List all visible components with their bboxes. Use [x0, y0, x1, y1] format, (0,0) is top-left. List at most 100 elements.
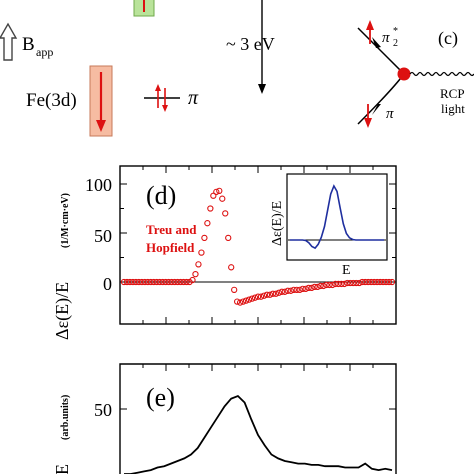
- data-point: [326, 281, 333, 289]
- data-point: [332, 280, 339, 288]
- data-point: [222, 210, 229, 217]
- data-point: [320, 282, 327, 290]
- data-point: [159, 278, 166, 286]
- pi-label: π: [188, 87, 199, 109]
- data-point: [260, 292, 268, 299]
- schematic-panel-c: B app Fe(3d) π ~ 3 eV π * 2 π RCP: [0, 0, 474, 137]
- data-point: [388, 278, 396, 286]
- legend-line-2: Hopfield: [146, 240, 195, 255]
- b-app-arrow-icon: [0, 22, 18, 61]
- pi-down-arrowhead-icon: [162, 105, 168, 112]
- pi-up-arrowhead-icon: [155, 84, 161, 91]
- energy-arrowhead-icon: [258, 84, 266, 94]
- data-point: [350, 279, 357, 287]
- data-point: [266, 291, 274, 298]
- fermion-arrow-bottom-icon: [372, 104, 381, 115]
- pi-down2-arrowhead-icon: [364, 118, 372, 128]
- data-point: [239, 298, 247, 305]
- data-point: [150, 278, 157, 286]
- panel-d-ylabel: Δε(E)/E: [52, 282, 73, 340]
- data-point: [338, 280, 345, 288]
- data-point: [245, 296, 253, 303]
- data-point: [341, 280, 348, 288]
- data-point: [183, 278, 190, 286]
- rcp-label: RCP: [440, 86, 465, 101]
- data-point: [257, 293, 265, 300]
- data-point: [231, 286, 238, 293]
- b-app-subscript: app: [36, 45, 53, 59]
- data-point: [382, 278, 390, 286]
- data-point: [135, 278, 143, 286]
- data-point: [287, 287, 294, 294]
- panel-c-label: (c): [438, 28, 458, 49]
- data-point: [311, 283, 318, 291]
- data-point: [323, 281, 330, 289]
- data-point: [385, 278, 393, 286]
- data-point: [165, 278, 172, 286]
- data-point: [219, 195, 226, 202]
- inset-xlabel: E: [342, 263, 351, 278]
- data-point: [242, 297, 250, 304]
- data-point: [272, 290, 280, 297]
- data-point: [248, 295, 256, 302]
- data-point: [141, 278, 148, 286]
- data-point: [344, 279, 351, 287]
- data-point: [356, 279, 363, 287]
- data-point: [251, 294, 259, 301]
- data-point: [254, 293, 262, 300]
- panel-d-ticks: [120, 166, 396, 324]
- data-point: [370, 278, 378, 286]
- data-point: [281, 288, 288, 295]
- data-point: [192, 271, 199, 278]
- data-point: [123, 278, 131, 286]
- data-point: [162, 278, 169, 286]
- data-point: [317, 282, 324, 290]
- data-point: [156, 278, 163, 286]
- panel-d-ytick-0: 0: [103, 274, 112, 294]
- data-point: [335, 280, 342, 288]
- fe3d-arrowhead-icon: [96, 120, 106, 132]
- panel-e-label: (e): [146, 383, 175, 412]
- light-label: light: [441, 101, 465, 116]
- photon-wavy-line: [409, 71, 474, 77]
- inset-curve: [290, 184, 384, 250]
- data-point: [126, 278, 134, 286]
- data-point: [177, 278, 184, 286]
- panel-e-yunits: (arb.units): [60, 395, 71, 440]
- data-point: [234, 298, 241, 305]
- data-point: [216, 187, 223, 195]
- data-point: [138, 278, 146, 286]
- data-point: [225, 234, 232, 242]
- pi2-star-label: π: [382, 30, 390, 46]
- data-point: [236, 299, 244, 306]
- data-point: [129, 278, 137, 286]
- pi2-up-arrowhead-icon: [366, 20, 374, 30]
- data-point: [132, 278, 140, 286]
- inset-frame: [286, 173, 388, 261]
- panel-d-ytick-100: 100: [85, 175, 112, 195]
- vertex-dot: [397, 67, 411, 81]
- data-point: [198, 249, 205, 256]
- panel-e-curve: [124, 394, 393, 474]
- data-point: [299, 285, 306, 293]
- panel-e-ticks: [120, 364, 396, 410]
- fermion-arrow-top-icon: [372, 37, 381, 48]
- data-point: [144, 278, 151, 286]
- data-point: [120, 278, 128, 286]
- panel-d-label: (d): [146, 181, 176, 210]
- data-point: [308, 284, 315, 292]
- panel-d-ytick-50: 50: [94, 226, 112, 246]
- data-point: [365, 278, 372, 286]
- data-point: [204, 220, 211, 227]
- pi-bottom-label: π: [386, 106, 394, 122]
- inset-ylabel: Δε(E)/E: [270, 201, 285, 246]
- data-point: [147, 278, 154, 286]
- data-point: [376, 278, 384, 286]
- data-point: [180, 278, 187, 286]
- energy-gap-label: ~ 3 eV: [226, 34, 275, 54]
- panel-d-points: [120, 187, 396, 306]
- data-point: [302, 285, 309, 293]
- data-point: [275, 289, 282, 296]
- data-point: [228, 264, 235, 271]
